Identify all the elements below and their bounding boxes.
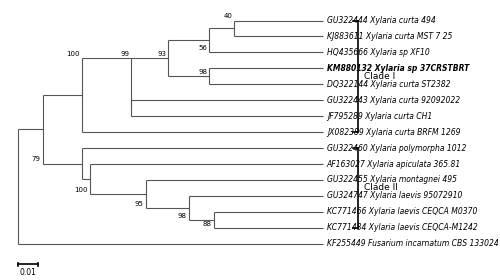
Text: 95: 95: [134, 200, 143, 207]
Text: JF795289 Xylaria curta CH1: JF795289 Xylaria curta CH1: [327, 112, 432, 121]
Text: KC771466 Xylaria laevis CEQCA M0370: KC771466 Xylaria laevis CEQCA M0370: [327, 207, 478, 216]
Text: 56: 56: [198, 45, 207, 51]
Text: 93: 93: [157, 51, 166, 57]
Text: 98: 98: [198, 69, 207, 75]
Text: GU322444 Xylaria curta 494: GU322444 Xylaria curta 494: [327, 16, 436, 25]
Text: 100: 100: [74, 187, 88, 193]
Text: 0.01: 0.01: [20, 269, 36, 277]
Text: Clade I: Clade I: [364, 72, 395, 81]
Text: 40: 40: [224, 13, 232, 19]
Text: KJ883611 Xylaria curta MST 7 25: KJ883611 Xylaria curta MST 7 25: [327, 32, 452, 41]
Text: 100: 100: [66, 51, 80, 57]
Text: GU324747 Xylaria laevis 95072910: GU324747 Xylaria laevis 95072910: [327, 192, 462, 200]
Text: KC771484 Xylaria laevis CEQCA-M1242: KC771484 Xylaria laevis CEQCA-M1242: [327, 223, 478, 232]
Text: 98: 98: [178, 213, 187, 219]
Text: 99: 99: [120, 51, 129, 57]
Text: DQ322144 Xylaria curta ST2382: DQ322144 Xylaria curta ST2382: [327, 80, 450, 89]
Text: JX082389 Xylaria curta BRFM 1269: JX082389 Xylaria curta BRFM 1269: [327, 128, 460, 137]
Text: 79: 79: [32, 156, 40, 162]
Text: KF255449 Fusarium incarnatum CBS 133024: KF255449 Fusarium incarnatum CBS 133024: [327, 239, 498, 248]
Text: AF163027 Xylaria apiculata 365.81: AF163027 Xylaria apiculata 365.81: [327, 160, 461, 169]
Text: KM880132 Xylaria sp 37CRSTBRT: KM880132 Xylaria sp 37CRSTBRT: [327, 64, 470, 73]
Text: 88: 88: [202, 221, 211, 227]
Text: GU322455 Xylaria montagnei 495: GU322455 Xylaria montagnei 495: [327, 176, 457, 185]
Text: GU322443 Xylaria curta 92092022: GU322443 Xylaria curta 92092022: [327, 96, 460, 105]
Text: HQ435666 Xylaria sp XF10: HQ435666 Xylaria sp XF10: [327, 48, 430, 57]
Text: Clade II: Clade II: [364, 183, 398, 192]
Text: GU322460 Xylaria polymorpha 1012: GU322460 Xylaria polymorpha 1012: [327, 144, 466, 153]
